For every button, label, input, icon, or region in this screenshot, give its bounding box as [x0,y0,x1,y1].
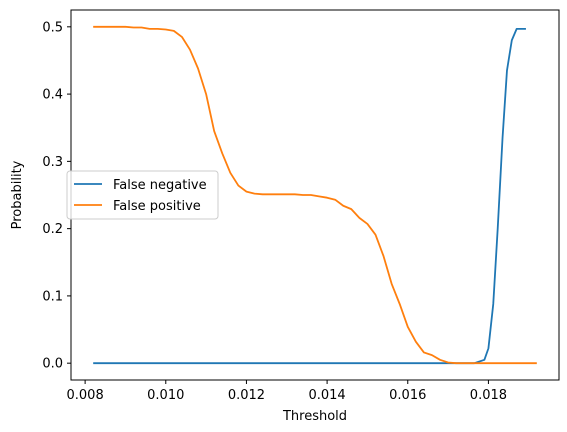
x-axis-ticks: 0.008 0.010 0.012 0.014 0.016 0.018 [67,380,508,403]
x-tick-label: 0.008 [67,388,104,403]
y-tick-label: 0.2 [42,222,63,237]
x-tick-label: 0.010 [147,388,184,403]
y-tick-label: 0.1 [42,289,63,304]
y-axis-label: Probability [10,160,25,229]
y-tick-label: 0.3 [42,155,63,170]
legend: False negative False positive [67,171,218,219]
x-tick-label: 0.016 [389,388,426,403]
legend-label-false-negative: False negative [113,178,207,193]
y-tick-label: 0.5 [42,20,63,35]
y-tick-label: 0.0 [42,357,63,372]
x-axis-label: Threshold [282,409,347,424]
legend-label-false-positive: False positive [113,199,201,214]
y-tick-label: 0.4 [42,88,63,103]
x-tick-label: 0.018 [470,388,507,403]
x-tick-label: 0.014 [308,388,345,403]
x-tick-label: 0.012 [228,388,265,403]
